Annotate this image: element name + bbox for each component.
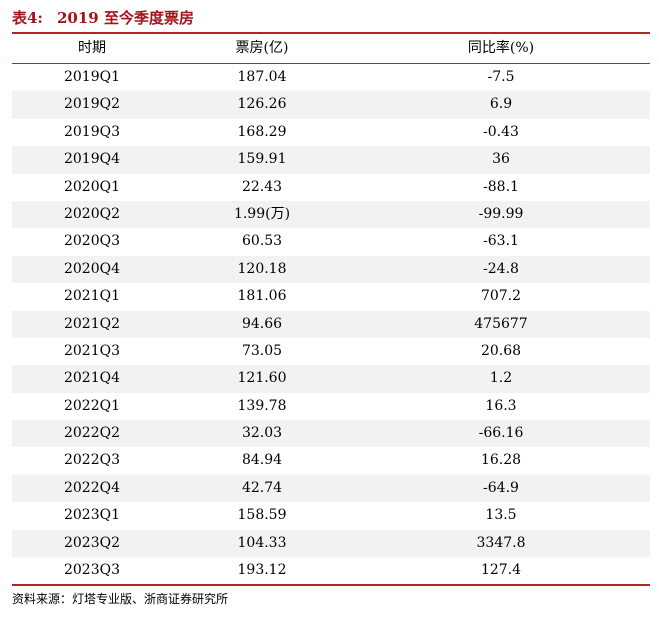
- period-cell: 2021Q2: [63, 315, 120, 332]
- table-row: 2021Q2 94.66 475677: [12, 310, 650, 338]
- box-office-cell: 84.94: [241, 452, 283, 469]
- table-row: 2020Q2 1.99(万) -99.99: [12, 200, 650, 229]
- box-office-cell: 181.06: [237, 288, 287, 305]
- header-period: 时期: [78, 40, 106, 56]
- yoy-cell: 1.2: [489, 370, 513, 387]
- yoy-cell: -88.1: [483, 178, 519, 195]
- box-office-table: 时期 票房(亿) 同比率(%) 2019Q1 187.04 -7.5 2019Q2 12…: [12, 32, 650, 587]
- box-office-cell: 120.18: [237, 260, 287, 277]
- table-row: 2020Q1 22.43 -88.1: [12, 174, 650, 201]
- box-office-cell: 32.03: [241, 425, 283, 442]
- yoy-cell: 36: [492, 151, 510, 168]
- table-body: 2019Q1 187.04 -7.5 2019Q2 126.26 6.9 2019Q3 168…: [12, 64, 650, 584]
- box-office-cell: 126.26: [237, 96, 287, 113]
- box-office-cell: 121.60: [237, 370, 287, 387]
- box-office-cell: 94.66: [241, 315, 283, 332]
- table-header-row: 时期 票房(亿) 同比率(%): [12, 34, 650, 64]
- period-cell: 2023Q3: [63, 562, 120, 579]
- box-office-cell: 168.29: [237, 123, 287, 140]
- period-cell: 2022Q3: [63, 452, 120, 469]
- period-cell: 2019Q2: [63, 96, 120, 113]
- period-cell: 2020Q4: [63, 260, 120, 277]
- table-row: 2021Q3 73.05 20.68: [12, 338, 650, 365]
- period-cell: 2019Q4: [63, 151, 120, 168]
- box-office-cell: 193.12: [237, 562, 287, 579]
- box-office-cell: 187.04: [237, 69, 287, 85]
- period-cell: 2023Q1: [63, 507, 120, 524]
- yoy-cell: 13.5: [485, 507, 517, 524]
- period-cell: 2019Q3: [63, 123, 120, 140]
- table-title: 表4: 2019 至今季度票房: [12, 6, 194, 30]
- yoy-cell: -99.99: [478, 205, 524, 222]
- header-yoy: 同比率(%): [467, 40, 535, 56]
- yoy-cell: -63.1: [483, 233, 519, 250]
- table-row: 2021Q1 181.06 707.2: [12, 283, 650, 310]
- table-row: 2019Q2 126.26 6.9: [12, 91, 650, 119]
- table-number: 表4:: [12, 9, 43, 27]
- yoy-cell: 127.4: [480, 562, 522, 579]
- yoy-cell: 6.9: [489, 96, 513, 113]
- table-row: 2019Q1 187.04 -7.5: [12, 64, 650, 91]
- period-cell: 2021Q4: [63, 370, 120, 387]
- table-row: 2022Q1 139.78 16.3: [12, 393, 650, 420]
- yoy-cell: 3347.8: [476, 534, 526, 551]
- table-row: 2019Q3 168.29 -0.43: [12, 119, 650, 146]
- table-row: 2021Q4 121.60 1.2: [12, 365, 650, 393]
- table-row: 2020Q4 120.18 -24.8: [12, 255, 650, 284]
- box-office-cell: 60.53: [241, 233, 283, 250]
- yoy-cell: -64.9: [483, 479, 519, 496]
- box-office-cell: 158.59: [237, 507, 287, 524]
- table-row: 2020Q3 60.53 -63.1: [12, 228, 650, 255]
- period-cell: 2021Q1: [63, 288, 120, 305]
- table-row: 2022Q4 42.74 -64.9: [12, 474, 650, 503]
- period-cell: 2020Q2: [63, 205, 120, 222]
- period-cell: 2021Q3: [63, 342, 120, 359]
- box-office-cell: 73.05: [241, 342, 283, 359]
- table-row: 2023Q3 193.12 127.4: [12, 557, 650, 584]
- period-cell: 2022Q4: [63, 479, 120, 496]
- header-box-office: 票房(亿): [235, 40, 289, 56]
- yoy-cell: -24.8: [483, 260, 519, 277]
- table-row: 2023Q2 104.33 3347.8: [12, 529, 650, 558]
- yoy-cell: 16.28: [480, 452, 522, 469]
- source-note: 资料来源：灯塔专业版、浙商证券研究所: [12, 592, 229, 606]
- yoy-cell: -7.5: [487, 69, 515, 85]
- box-office-cell: 1.99(万): [233, 205, 291, 222]
- period-cell: 2019Q1: [63, 69, 120, 85]
- yoy-cell: -0.43: [483, 123, 519, 140]
- yoy-cell: 20.68: [480, 342, 522, 359]
- box-office-cell: 159.91: [237, 151, 287, 168]
- yoy-cell: -66.16: [478, 425, 524, 442]
- box-office-cell: 22.43: [241, 178, 283, 195]
- yoy-cell: 707.2: [480, 288, 522, 305]
- box-office-cell: 104.33: [237, 534, 287, 551]
- period-cell: 2022Q2: [63, 425, 120, 442]
- table-row: 2019Q4 159.91 36: [12, 146, 650, 174]
- yoy-cell: 16.3: [485, 397, 517, 414]
- table-title-text: 2019 至今季度票房: [56, 9, 194, 27]
- period-cell: 2020Q3: [63, 233, 120, 250]
- yoy-cell: 475677: [474, 315, 528, 332]
- box-office-cell: 42.74: [241, 479, 283, 496]
- table-row: 2022Q2 32.03 -66.16: [12, 420, 650, 448]
- table-row: 2023Q1 158.59 13.5: [12, 502, 650, 529]
- box-office-cell: 139.78: [237, 397, 287, 414]
- period-cell: 2020Q1: [63, 178, 120, 195]
- period-cell: 2022Q1: [63, 397, 120, 414]
- table-row: 2022Q3 84.94 16.28: [12, 447, 650, 474]
- period-cell: 2023Q2: [63, 534, 120, 551]
